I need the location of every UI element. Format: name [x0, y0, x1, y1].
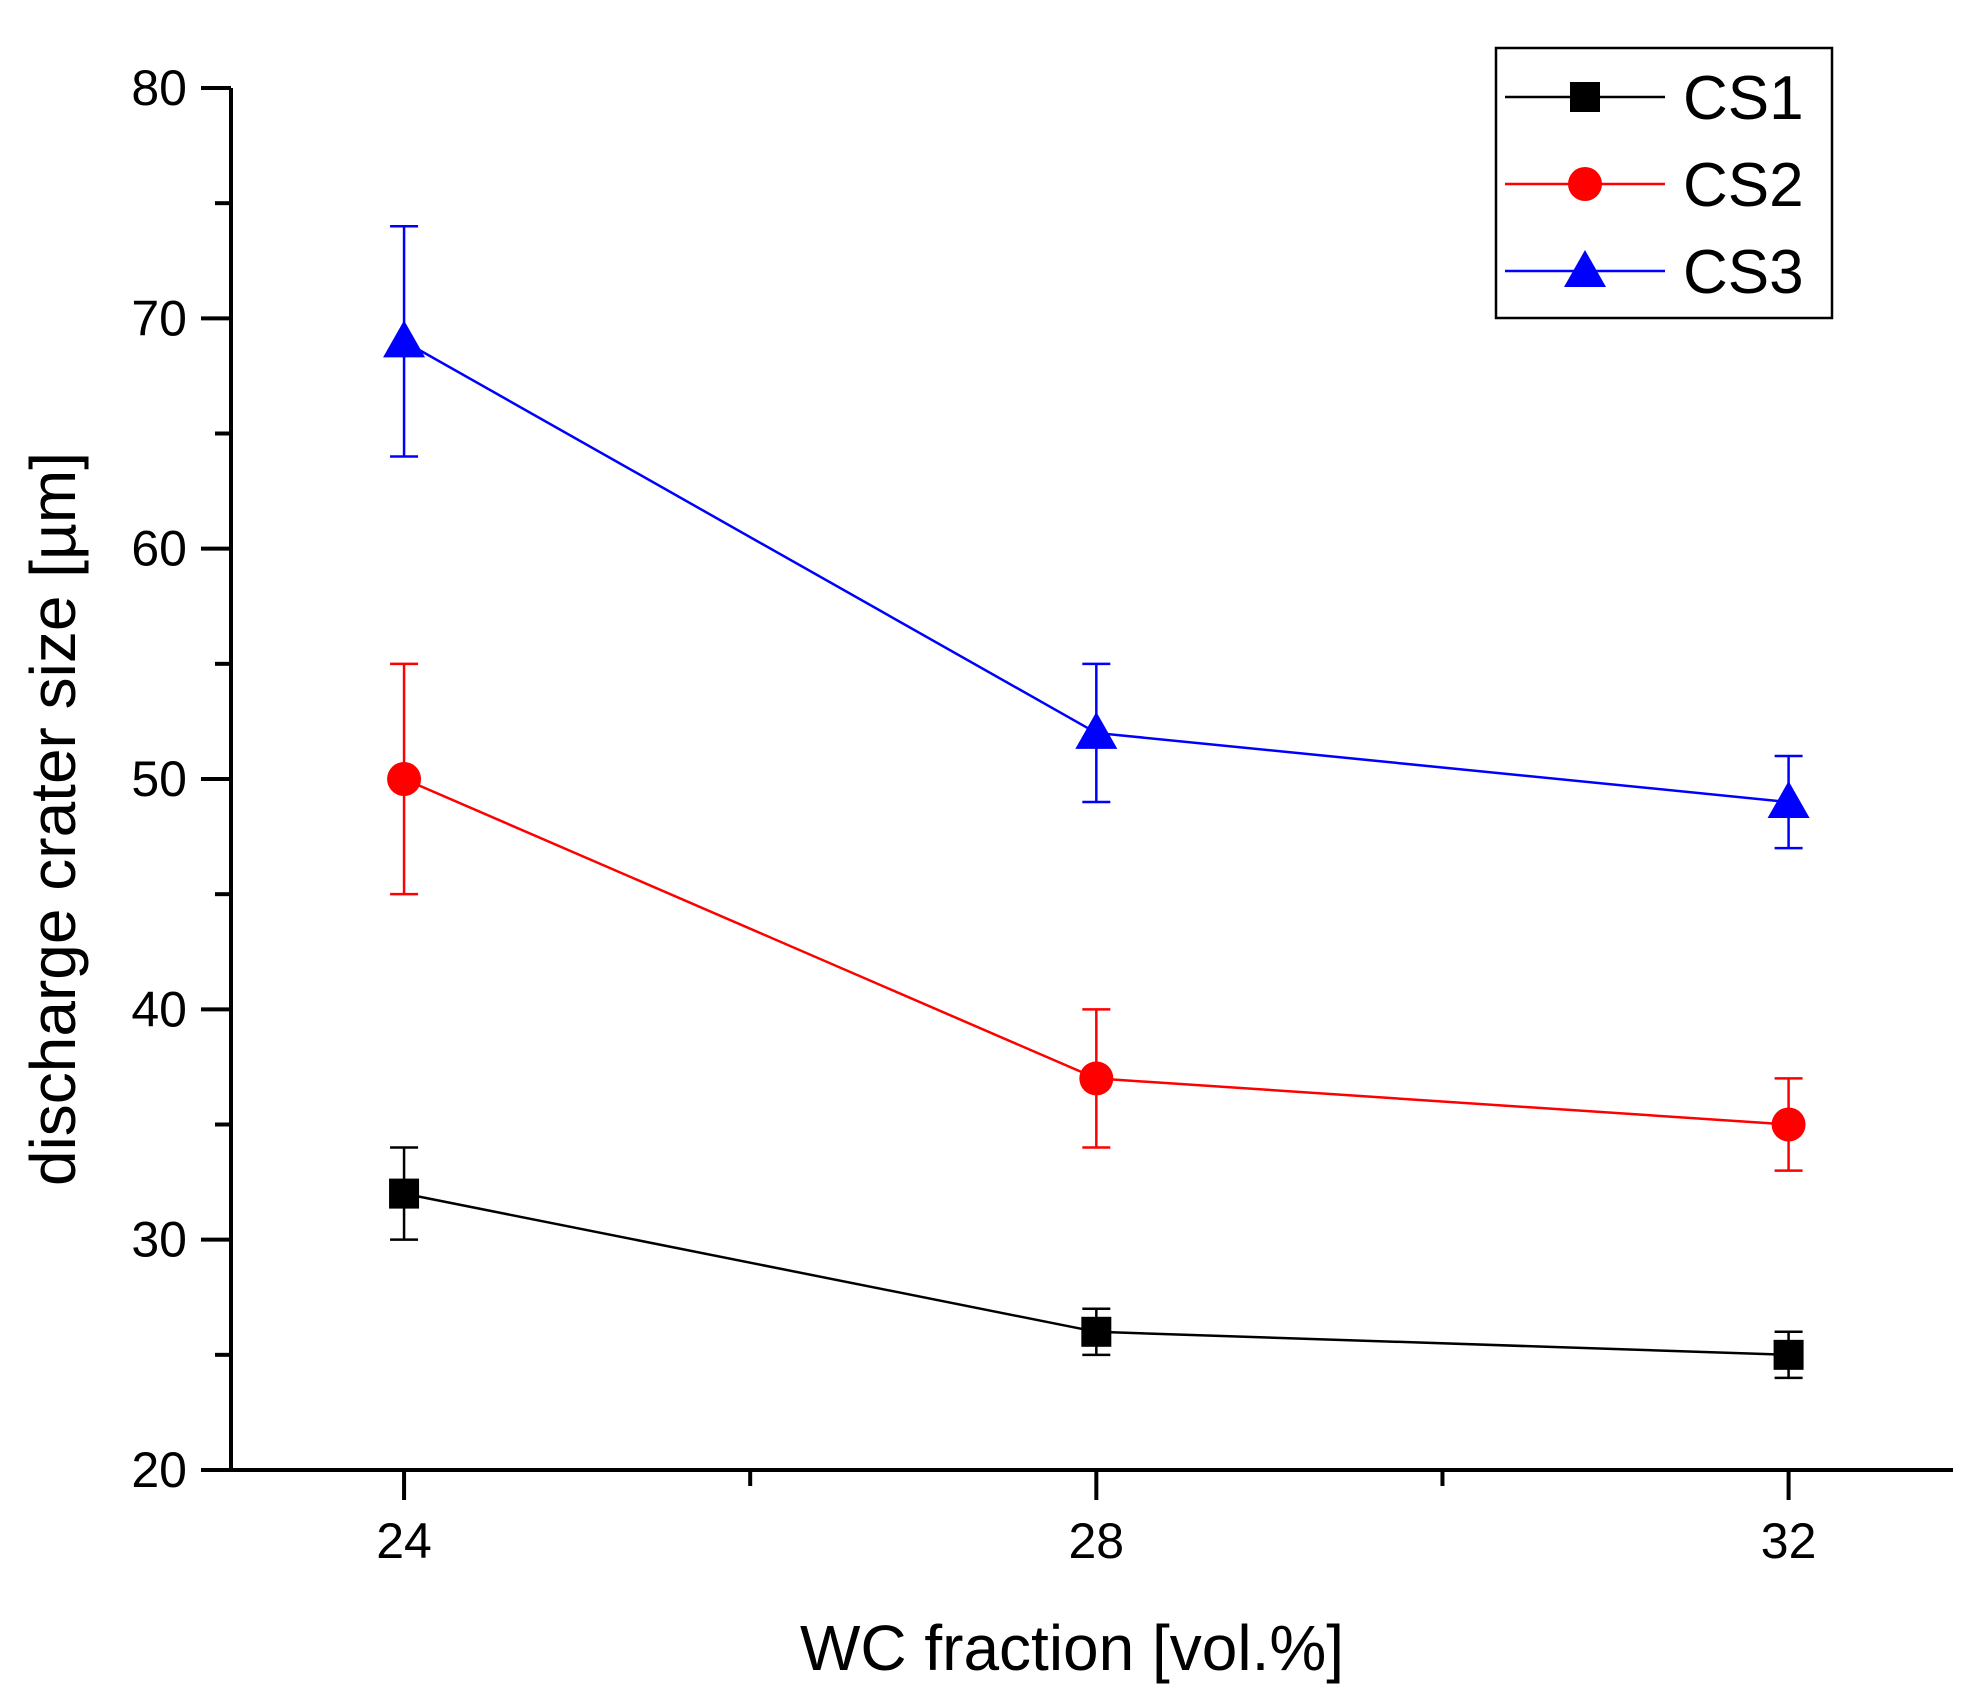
- legend-item-cs1: CS1: [1505, 64, 1804, 133]
- legend-item-cs3: CS3: [1505, 238, 1804, 307]
- legend-item-cs2: CS2: [1505, 151, 1804, 220]
- x-axis-title: WC fraction [vol.%]: [800, 1612, 1344, 1684]
- legend-label: CS1: [1683, 64, 1804, 133]
- x-tick-label: 24: [376, 1513, 432, 1569]
- data-point: [1773, 1339, 1804, 1370]
- data-point: [1771, 1107, 1806, 1142]
- series-cs1: [389, 1146, 1804, 1380]
- data-point: [1767, 781, 1810, 819]
- x-tick-label: 32: [1761, 1513, 1817, 1569]
- y-tick-label: 60: [131, 521, 187, 577]
- legend-label: CS2: [1683, 151, 1804, 220]
- data-point: [1081, 1316, 1112, 1347]
- legend-marker: [1570, 82, 1600, 112]
- data-point: [387, 762, 422, 796]
- y-axis-title: discharge crater size [µm]: [17, 452, 89, 1186]
- ticks: 20 30 40 50 60 70 80 24 28 32: [131, 60, 1816, 1569]
- series-cs2: [387, 662, 1806, 1172]
- y-tick-label: 70: [131, 290, 187, 346]
- legend-marker: [1568, 167, 1602, 201]
- y-tick-label: 20: [131, 1442, 187, 1498]
- x-tick-label: 28: [1069, 1513, 1125, 1569]
- data-point: [389, 1178, 420, 1209]
- y-tick-label: 50: [131, 751, 187, 807]
- series-layer: [383, 224, 1810, 1380]
- y-tick-label: 30: [131, 1212, 187, 1268]
- data-point: [1075, 711, 1118, 749]
- series-cs3: [383, 224, 1810, 850]
- data-point: [383, 320, 426, 358]
- y-tick-label: 40: [131, 981, 187, 1037]
- legend-marker: [1564, 250, 1606, 287]
- legend: CS1 CS2 CS3: [1494, 46, 1834, 320]
- legend-label: CS3: [1683, 238, 1804, 307]
- data-point: [1079, 1061, 1114, 1096]
- y-tick-label: 80: [131, 60, 187, 116]
